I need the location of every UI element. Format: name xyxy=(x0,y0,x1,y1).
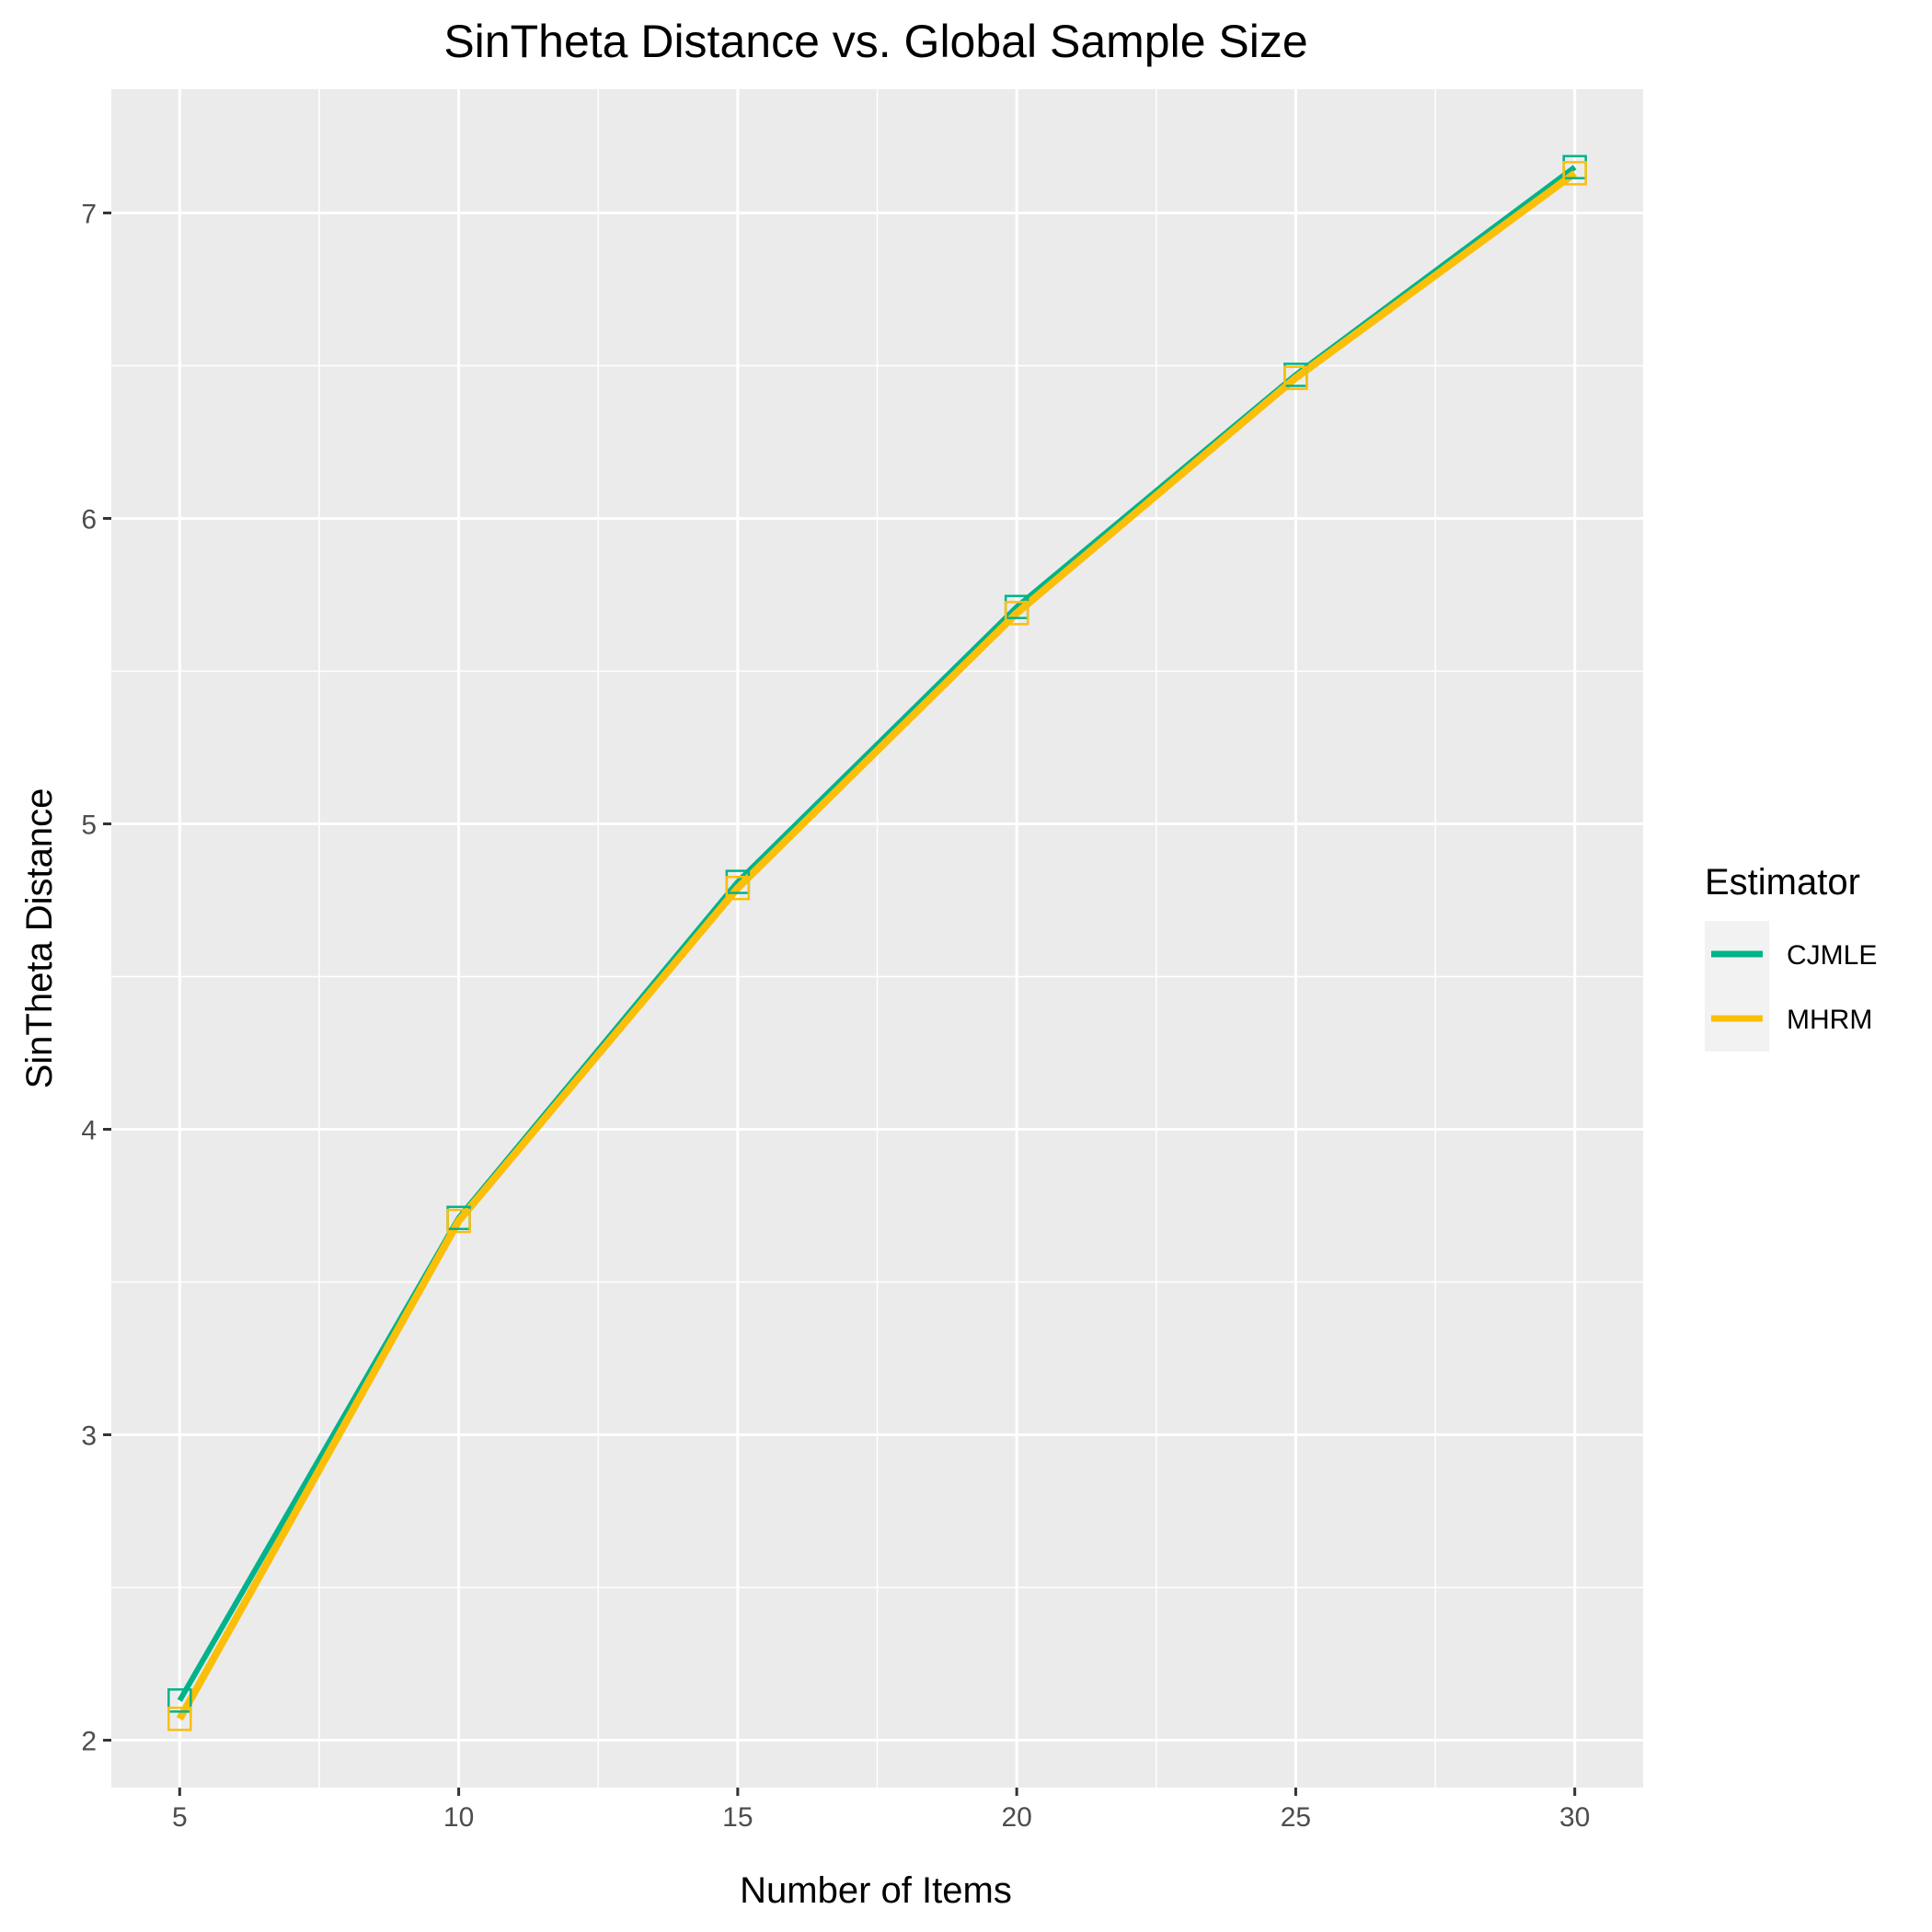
y-tick-label: 5 xyxy=(81,810,97,840)
legend-key-background xyxy=(1705,921,1769,1052)
x-axis: 5 10 15 20 25 30 xyxy=(172,1788,1590,1833)
legend-items: CJMLE MHRM xyxy=(1711,940,1877,1035)
y-tick-label: 7 xyxy=(81,199,97,229)
data-point-mhrm xyxy=(1283,365,1308,391)
x-tick-label: 15 xyxy=(722,1802,753,1833)
data-point-mhrm xyxy=(167,1707,192,1731)
series-layer xyxy=(167,155,1587,1731)
data-point-mhrm xyxy=(725,875,751,901)
y-tick-label: 4 xyxy=(81,1116,97,1146)
series-line-mhrm xyxy=(176,170,1578,1721)
x-tick-label: 5 xyxy=(172,1802,188,1833)
y-tick-label: 3 xyxy=(81,1421,97,1452)
data-point-mhrm xyxy=(446,1208,471,1234)
x-tick-label: 10 xyxy=(443,1802,474,1833)
x-axis-title: Number of Items xyxy=(740,1870,1012,1911)
major-gridlines xyxy=(111,89,1643,1788)
chart-title: SinTheta Distance vs. Global Sample Size xyxy=(443,16,1307,67)
y-tick-label: 6 xyxy=(81,504,97,535)
legend-label-cjmle: CJMLE xyxy=(1787,940,1877,971)
y-axis-title: SinTheta Distance xyxy=(19,788,60,1089)
x-tick-label: 20 xyxy=(1001,1802,1031,1833)
y-tick-label: 2 xyxy=(81,1727,97,1757)
minor-gridlines xyxy=(111,89,1643,1788)
legend: Estimator CJMLE MHRM xyxy=(1705,862,1877,1052)
data-point-mhrm xyxy=(1004,601,1029,626)
legend-label-mhrm: MHRM xyxy=(1787,1005,1872,1035)
data-point-mhrm xyxy=(1562,161,1587,186)
legend-title: Estimator xyxy=(1705,862,1860,903)
x-tick-label: 30 xyxy=(1559,1802,1590,1833)
x-tick-label: 25 xyxy=(1281,1802,1311,1833)
data-point-cjmle xyxy=(167,1688,192,1713)
y-axis: 2 3 4 5 6 7 xyxy=(81,199,111,1757)
